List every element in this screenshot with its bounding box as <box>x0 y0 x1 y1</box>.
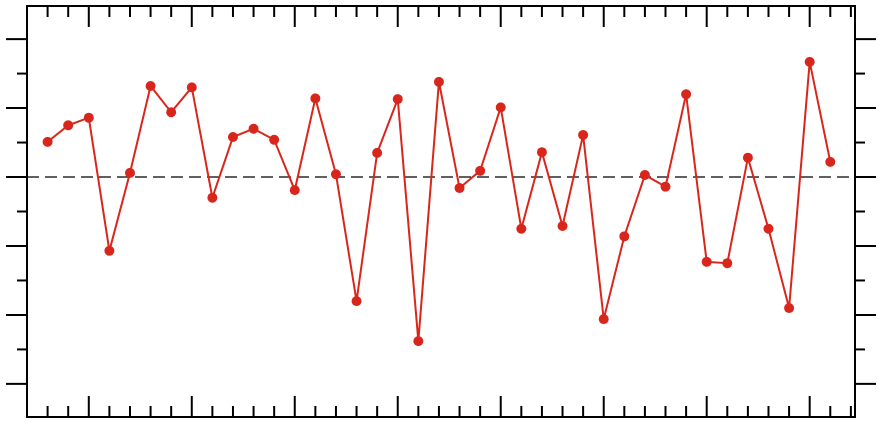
data-point <box>372 147 383 158</box>
data-line <box>46 61 832 342</box>
data-point <box>701 256 712 267</box>
data-point <box>557 220 568 231</box>
data-point <box>269 134 280 145</box>
data-point <box>145 80 156 91</box>
data-point <box>124 167 135 178</box>
data-point <box>681 89 692 100</box>
data-point <box>598 314 609 325</box>
data-point <box>639 169 650 180</box>
data-point <box>722 258 733 269</box>
data-point <box>207 192 218 203</box>
data-point <box>104 245 115 256</box>
data-point <box>433 76 444 87</box>
data-point <box>475 165 486 176</box>
data-point <box>619 231 630 242</box>
data-point <box>42 136 53 147</box>
data-point <box>392 94 403 105</box>
data-point <box>516 223 527 234</box>
data-point <box>351 296 362 307</box>
data-point <box>83 112 94 123</box>
data-point <box>248 123 259 134</box>
plot-frame <box>26 5 856 418</box>
data-point <box>289 185 300 196</box>
data-point <box>413 336 424 347</box>
data-point <box>784 303 795 314</box>
data-point <box>166 107 177 118</box>
data-point <box>495 102 506 113</box>
data-point <box>660 181 671 192</box>
data-point <box>63 120 74 131</box>
data-point <box>763 223 774 234</box>
data-point <box>310 93 321 104</box>
data-point <box>454 183 465 194</box>
data-point <box>804 56 815 67</box>
data-point <box>330 169 341 180</box>
data-point <box>578 129 589 140</box>
data-point <box>536 147 547 158</box>
data-point <box>742 152 753 163</box>
data-point <box>227 132 238 143</box>
data-point <box>825 156 836 167</box>
data-point <box>186 82 197 93</box>
